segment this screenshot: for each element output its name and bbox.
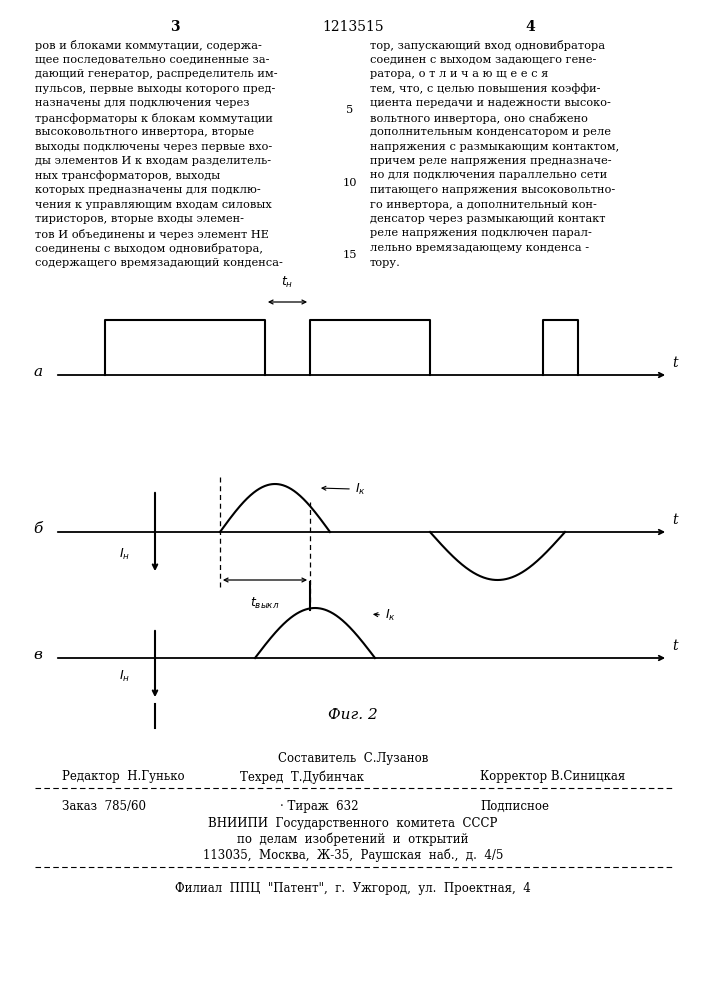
Text: назначены для подключения через: назначены для подключения через: [35, 98, 250, 108]
Text: щее последовательно соединенные за-: щее последовательно соединенные за-: [35, 54, 269, 64]
Text: 10: 10: [343, 178, 357, 188]
Text: t: t: [672, 513, 677, 527]
Text: Техред  Т.Дубинчак: Техред Т.Дубинчак: [240, 770, 364, 784]
Text: тем, что, с целью повышения коэффи-: тем, что, с целью повышения коэффи-: [370, 84, 600, 94]
Text: реле напряжения подключен парал-: реле напряжения подключен парал-: [370, 229, 592, 238]
Text: а: а: [33, 365, 42, 379]
Text: Составитель  С.Лузанов: Составитель С.Лузанов: [278, 752, 428, 765]
Text: ВНИИПИ  Государственного  комитета  СССР: ВНИИПИ Государственного комитета СССР: [209, 817, 498, 830]
Text: в: в: [33, 648, 42, 662]
Text: ров и блоками коммутации, содержа-: ров и блоками коммутации, содержа-: [35, 40, 262, 51]
Text: напряжения с размыкающим контактом,: напряжения с размыкающим контактом,: [370, 141, 619, 151]
Text: лельно времязадающему конденса -: лельно времязадающему конденса -: [370, 243, 589, 253]
Text: пульсов, первые выходы которого пред-: пульсов, первые выходы которого пред-: [35, 84, 275, 94]
Text: трансформаторы к блокам коммутации: трансформаторы к блокам коммутации: [35, 112, 273, 123]
Text: тиристоров, вторые входы элемен-: тиристоров, вторые входы элемен-: [35, 214, 244, 224]
Text: Заказ  785/60: Заказ 785/60: [62, 800, 146, 813]
Text: высоковольтного инвертора, вторые: высоковольтного инвертора, вторые: [35, 127, 254, 137]
Text: Подписное: Подписное: [480, 800, 549, 813]
Text: $I_н$: $I_н$: [119, 668, 130, 684]
Text: чения к управляющим входам силовых: чения к управляющим входам силовых: [35, 200, 271, 210]
Text: $I_н$: $I_н$: [119, 546, 130, 562]
Text: t: t: [672, 356, 677, 370]
Text: 15: 15: [343, 250, 357, 260]
Text: · Тираж  632: · Тираж 632: [280, 800, 358, 813]
Text: 1213515: 1213515: [322, 20, 384, 34]
Text: $t_{выкл}$: $t_{выкл}$: [250, 596, 280, 611]
Text: тору.: тору.: [370, 257, 401, 267]
Text: t: t: [672, 639, 677, 653]
Text: $I_к$: $I_к$: [385, 607, 396, 623]
Text: 113035,  Москва,  Ж-35,  Раушская  наб.,  д.  4/5: 113035, Москва, Ж-35, Раушская наб., д. …: [203, 849, 503, 862]
Text: $I_к$: $I_к$: [355, 481, 366, 497]
Text: питающего напряжения высоковольтно-: питающего напряжения высоковольтно-: [370, 185, 615, 195]
Text: вольтного инвертора, оно снабжено: вольтного инвертора, оно снабжено: [370, 112, 588, 123]
Text: по  делам  изобретений  и  открытий: по делам изобретений и открытий: [238, 833, 469, 846]
Text: го инвертора, а дополнительный кон-: го инвертора, а дополнительный кон-: [370, 200, 597, 210]
Text: содержащего времязадающий конденса-: содержащего времязадающий конденса-: [35, 257, 283, 267]
Text: причем реле напряжения предназначе-: причем реле напряжения предназначе-: [370, 156, 612, 166]
Text: ных трансформаторов, выходы: ных трансформаторов, выходы: [35, 170, 221, 181]
Text: дополнительным конденсатором и реле: дополнительным конденсатором и реле: [370, 127, 611, 137]
Text: ды элементов И к входам разделитель-: ды элементов И к входам разделитель-: [35, 156, 271, 166]
Text: Редактор  Н.Гунько: Редактор Н.Гунько: [62, 770, 185, 783]
Text: денсатор через размыкающий контакт: денсатор через размыкающий контакт: [370, 214, 605, 224]
Text: дающий генератор, распределитель им-: дающий генератор, распределитель им-: [35, 69, 278, 79]
Text: $t_н$: $t_н$: [281, 275, 293, 290]
Text: соединен с выходом задающего гене-: соединен с выходом задающего гене-: [370, 54, 597, 64]
Text: тов И объединены и через элемент НЕ: тов И объединены и через элемент НЕ: [35, 229, 269, 239]
Text: соединены с выходом одновибратора,: соединены с выходом одновибратора,: [35, 243, 263, 254]
Text: Филиал  ППЦ  "Патент",  г.  Ужгород,  ул.  Проектная,  4: Филиал ППЦ "Патент", г. Ужгород, ул. Про…: [175, 882, 531, 895]
Text: б: б: [33, 522, 42, 536]
Text: ратора, о т л и ч а ю щ е е с я: ратора, о т л и ч а ю щ е е с я: [370, 69, 549, 79]
Text: Фиг. 2: Фиг. 2: [328, 708, 378, 722]
Text: которых предназначены для подклю-: которых предназначены для подклю-: [35, 185, 261, 195]
Text: циента передачи и надежности высоко-: циента передачи и надежности высоко-: [370, 98, 611, 108]
Text: тор, запускающий вход одновибратора: тор, запускающий вход одновибратора: [370, 40, 605, 51]
Text: 3: 3: [170, 20, 180, 34]
Text: Корректор В.Синицкая: Корректор В.Синицкая: [480, 770, 625, 783]
Text: 5: 5: [346, 105, 354, 115]
Text: выходы подключены через первые вхо-: выходы подключены через первые вхо-: [35, 141, 272, 151]
Text: 4: 4: [525, 20, 535, 34]
Text: но для подключения параллельно сети: но для подключения параллельно сети: [370, 170, 607, 180]
